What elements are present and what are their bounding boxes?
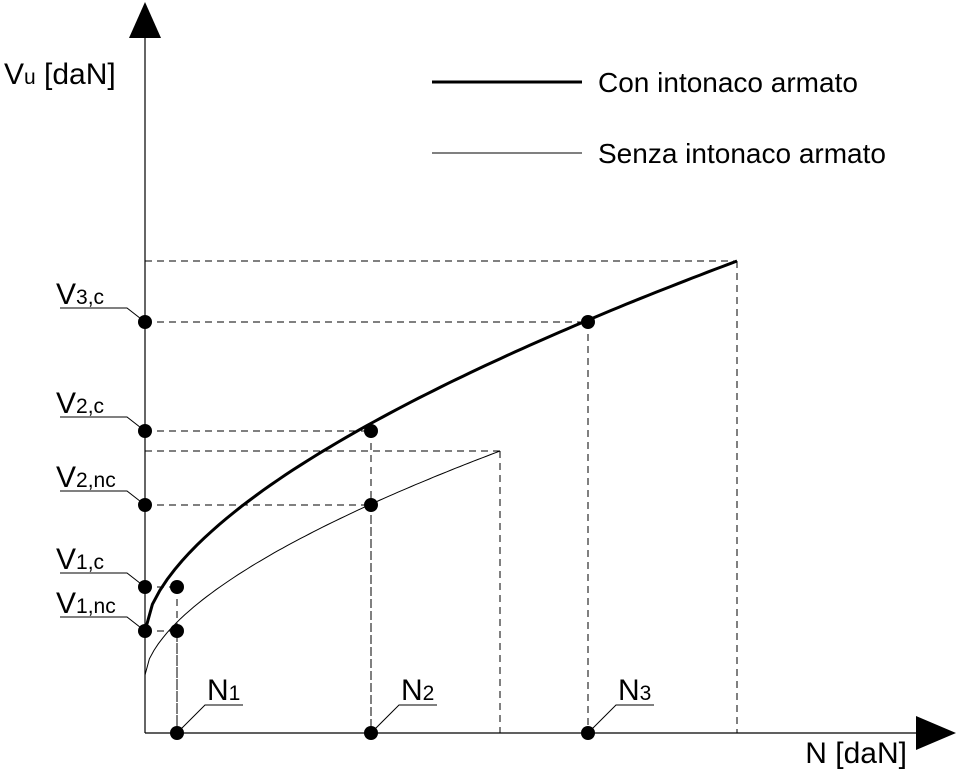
- y-axis-arrow-icon: [129, 2, 161, 38]
- guide-lines: [145, 260, 738, 733]
- point-p2c: [364, 424, 378, 438]
- point-p2nc: [364, 498, 378, 512]
- point-p3c: [581, 315, 595, 329]
- xtick-label-n1: N1: [207, 674, 240, 707]
- ytick-leader-v2nc: [60, 490, 146, 506]
- xtick-leader-n2: [370, 704, 437, 734]
- ytick-label-v2nc: V2,nc: [56, 461, 116, 494]
- legend-label-senza: Senza intonaco armato: [598, 138, 886, 169]
- x-axis-arrow-icon: [916, 716, 956, 750]
- ytick-label-v1c: V1,c: [56, 543, 104, 576]
- ytick-leader-v2c: [60, 416, 146, 432]
- x-tick-labels: N1 N2 N3: [176, 674, 654, 734]
- curve-senza: [144, 450, 501, 676]
- ytick-label-v3c: V3,c: [56, 278, 104, 311]
- curves: [143, 259, 738, 676]
- ytick-label-v1nc: V1,nc: [56, 587, 116, 620]
- ytick-leader-v3c: [60, 307, 146, 323]
- xtick-leader-n3: [587, 704, 654, 734]
- xtick-leader-n1: [176, 704, 243, 734]
- y-tick-labels: V3,c V2,c V2,nc V1,c V1,nc: [56, 278, 146, 632]
- point-p1c: [170, 580, 184, 594]
- xtick-label-n3: N3: [618, 674, 651, 707]
- ytick-leader-v1c: [60, 572, 146, 588]
- ytick-label-v2c: V2,c: [56, 387, 104, 420]
- x-axis-title: N [daN]: [805, 737, 907, 770]
- curve-con: [143, 259, 738, 632]
- xtick-label-n2: N2: [401, 674, 434, 707]
- y-axis-title: Vu [daN]: [4, 58, 116, 91]
- legend-label-con: Con intonaco armato: [598, 67, 858, 98]
- ytick-leader-v1nc: [60, 616, 146, 632]
- point-p1nc: [170, 624, 184, 638]
- legend: Con intonaco armato Senza intonaco armat…: [432, 67, 886, 169]
